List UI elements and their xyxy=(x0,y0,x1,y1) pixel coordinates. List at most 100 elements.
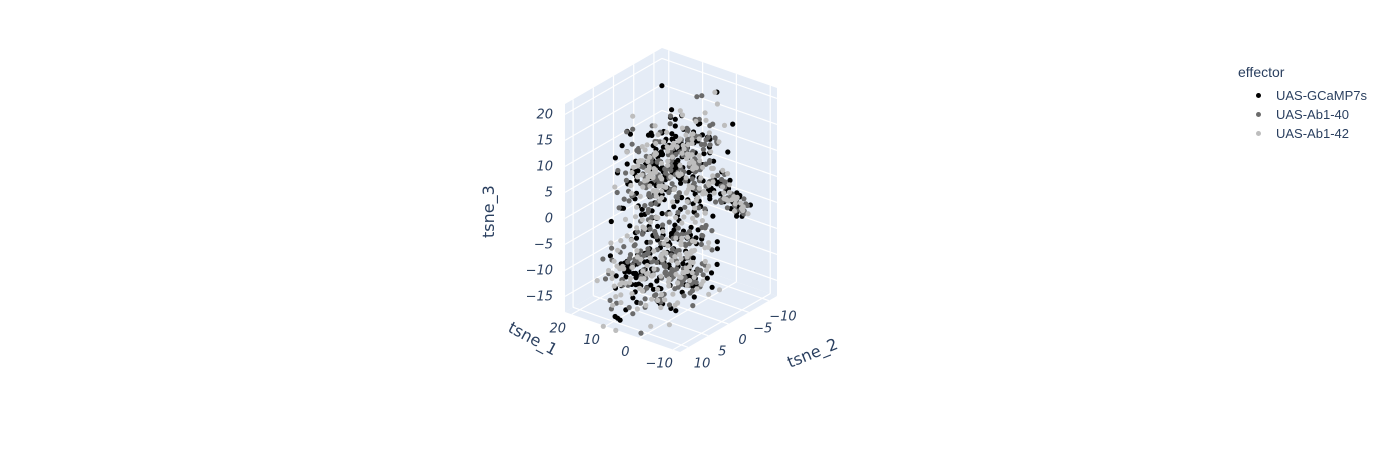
data-point xyxy=(634,204,640,210)
data-point xyxy=(642,203,648,209)
data-point xyxy=(654,278,660,284)
data-point xyxy=(659,83,665,89)
data-point xyxy=(655,297,661,303)
data-point xyxy=(669,258,675,264)
data-point xyxy=(672,116,678,122)
data-point xyxy=(734,190,740,196)
data-point xyxy=(686,186,692,192)
data-point xyxy=(702,206,708,212)
data-point xyxy=(673,308,679,314)
data-point xyxy=(621,196,627,202)
data-point xyxy=(662,270,668,276)
axis-title-y: tsne_2 xyxy=(784,334,840,372)
data-point xyxy=(684,199,690,205)
data-point xyxy=(679,150,685,156)
data-point xyxy=(623,170,629,176)
data-point xyxy=(618,292,624,298)
data-point xyxy=(607,253,614,259)
data-point xyxy=(649,132,655,138)
data-point xyxy=(650,272,657,278)
legend-label: UAS-Ab1-42 xyxy=(1276,126,1349,141)
data-point xyxy=(709,228,715,234)
data-point xyxy=(644,262,650,269)
data-point xyxy=(639,217,645,223)
data-point xyxy=(662,166,668,172)
data-point xyxy=(611,283,617,289)
data-point xyxy=(633,275,639,281)
data-point xyxy=(612,155,619,161)
data-point xyxy=(663,170,669,176)
data-point xyxy=(613,294,619,300)
data-point xyxy=(702,258,708,265)
data-point xyxy=(618,238,624,244)
data-point xyxy=(699,93,705,99)
data-point xyxy=(670,199,676,205)
data-point xyxy=(689,136,695,142)
data-point xyxy=(672,254,678,260)
data-point xyxy=(691,294,697,300)
data-point xyxy=(681,293,687,299)
data-point xyxy=(622,280,629,286)
data-point xyxy=(690,165,696,171)
data-point xyxy=(674,194,681,201)
data-point xyxy=(700,233,706,239)
data-point xyxy=(655,132,661,138)
legend-item-ab1-40[interactable]: UAS-Ab1-40 xyxy=(1238,105,1367,124)
data-point xyxy=(690,248,696,254)
data-point xyxy=(679,112,686,118)
data-point xyxy=(705,244,711,250)
data-point xyxy=(721,190,727,196)
data-point xyxy=(671,186,678,192)
data-point xyxy=(608,218,614,225)
data-point xyxy=(665,279,672,285)
data-point xyxy=(696,153,702,159)
legend-item-gcamp7s[interactable]: UAS-GCaMP7s xyxy=(1238,86,1367,105)
data-point xyxy=(652,228,658,235)
data-point xyxy=(685,127,691,133)
data-point xyxy=(720,184,726,190)
data-point xyxy=(726,189,733,195)
data-point xyxy=(640,268,646,274)
data-point xyxy=(645,206,652,213)
data-point xyxy=(640,164,647,170)
data-point xyxy=(694,212,700,218)
data-point xyxy=(647,171,654,177)
data-point xyxy=(629,291,635,297)
data-point xyxy=(689,176,695,182)
data-point xyxy=(652,167,659,173)
data-point xyxy=(693,198,699,204)
data-point xyxy=(703,137,709,143)
data-point xyxy=(683,132,689,138)
legend: effector UAS-GCaMP7s UAS-Ab1-40 UAS-Ab1-… xyxy=(1238,64,1367,143)
data-point xyxy=(689,270,695,276)
data-point xyxy=(615,247,621,253)
data-point xyxy=(660,144,667,150)
data-point xyxy=(674,144,680,150)
data-point xyxy=(709,284,715,290)
grid-line xyxy=(661,57,778,99)
data-point xyxy=(666,322,673,328)
data-point xyxy=(673,235,679,241)
data-point xyxy=(631,243,637,249)
data-point xyxy=(668,230,675,237)
legend-item-ab1-42[interactable]: UAS-Ab1-42 xyxy=(1238,124,1367,143)
data-point xyxy=(692,219,698,225)
data-point xyxy=(659,151,666,157)
data-point xyxy=(633,282,639,288)
data-point xyxy=(693,235,699,241)
data-point xyxy=(613,273,619,279)
data-point xyxy=(641,276,647,282)
data-point xyxy=(609,275,615,281)
data-point xyxy=(653,193,660,199)
grid-line xyxy=(572,306,689,348)
data-point xyxy=(707,193,713,199)
data-point xyxy=(647,239,654,245)
data-point xyxy=(633,235,640,241)
data-point xyxy=(732,201,738,207)
data-point xyxy=(678,274,684,280)
data-point xyxy=(677,162,683,168)
data-point xyxy=(643,302,649,308)
data-point xyxy=(620,205,627,211)
data-point xyxy=(692,239,698,245)
